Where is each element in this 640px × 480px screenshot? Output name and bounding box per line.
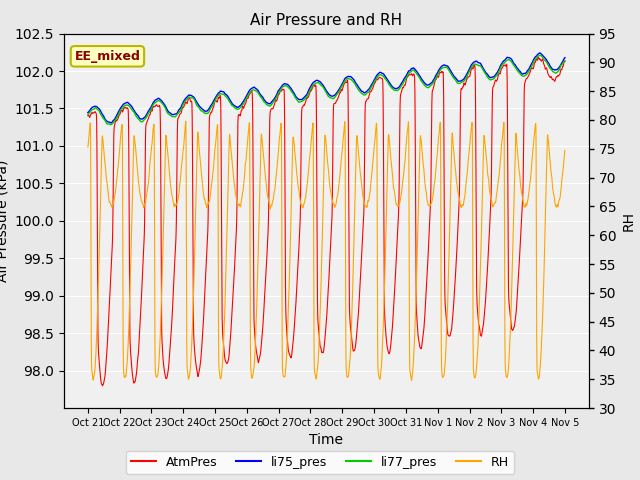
li77_pres (516, 71, 524, 76)
Legend: AtmPres, li75_pres, li77_pres, RH: AtmPres, li75_pres, li77_pres, RH (125, 451, 515, 474)
RH (381, 275, 388, 280)
AtmPres (534, 54, 542, 60)
Line: li77_pres: li77_pres (88, 55, 565, 125)
AtmPres (84, 113, 92, 119)
li75_pres (218, 88, 225, 94)
li77_pres (561, 58, 569, 63)
Y-axis label: RH: RH (621, 211, 636, 231)
li75_pres (536, 50, 543, 56)
RH (84, 144, 92, 150)
Text: EE_mixed: EE_mixed (74, 50, 140, 63)
Line: li75_pres: li75_pres (88, 53, 565, 123)
Y-axis label: Air Pressure (kPa): Air Pressure (kPa) (0, 160, 9, 282)
AtmPres (561, 59, 569, 64)
li75_pres (186, 93, 194, 98)
AtmPres (372, 77, 380, 83)
AtmPres (218, 160, 225, 166)
RH (516, 174, 524, 180)
AtmPres (186, 97, 194, 103)
li77_pres (536, 52, 544, 58)
AtmPres (99, 383, 106, 389)
li75_pres (84, 109, 92, 115)
Line: RH: RH (88, 121, 565, 380)
li75_pres (381, 73, 388, 79)
X-axis label: Time: Time (309, 433, 344, 447)
Title: Air Pressure and RH: Air Pressure and RH (250, 13, 403, 28)
RH (218, 374, 225, 380)
li75_pres (372, 73, 380, 79)
RH (561, 147, 569, 153)
RH (186, 367, 194, 373)
RH (372, 120, 380, 126)
RH (182, 118, 189, 124)
li75_pres (561, 55, 569, 60)
li77_pres (561, 58, 569, 63)
AtmPres (381, 314, 388, 320)
AtmPres (561, 59, 569, 64)
AtmPres (516, 251, 524, 256)
li77_pres (218, 91, 225, 97)
li75_pres (516, 68, 524, 74)
li77_pres (186, 95, 194, 100)
li77_pres (372, 76, 380, 82)
li75_pres (561, 55, 569, 60)
li77_pres (84, 111, 92, 117)
Line: AtmPres: AtmPres (88, 57, 565, 386)
li77_pres (107, 122, 115, 128)
li75_pres (108, 120, 115, 126)
li77_pres (381, 75, 388, 81)
RH (561, 148, 569, 154)
RH (408, 377, 415, 383)
